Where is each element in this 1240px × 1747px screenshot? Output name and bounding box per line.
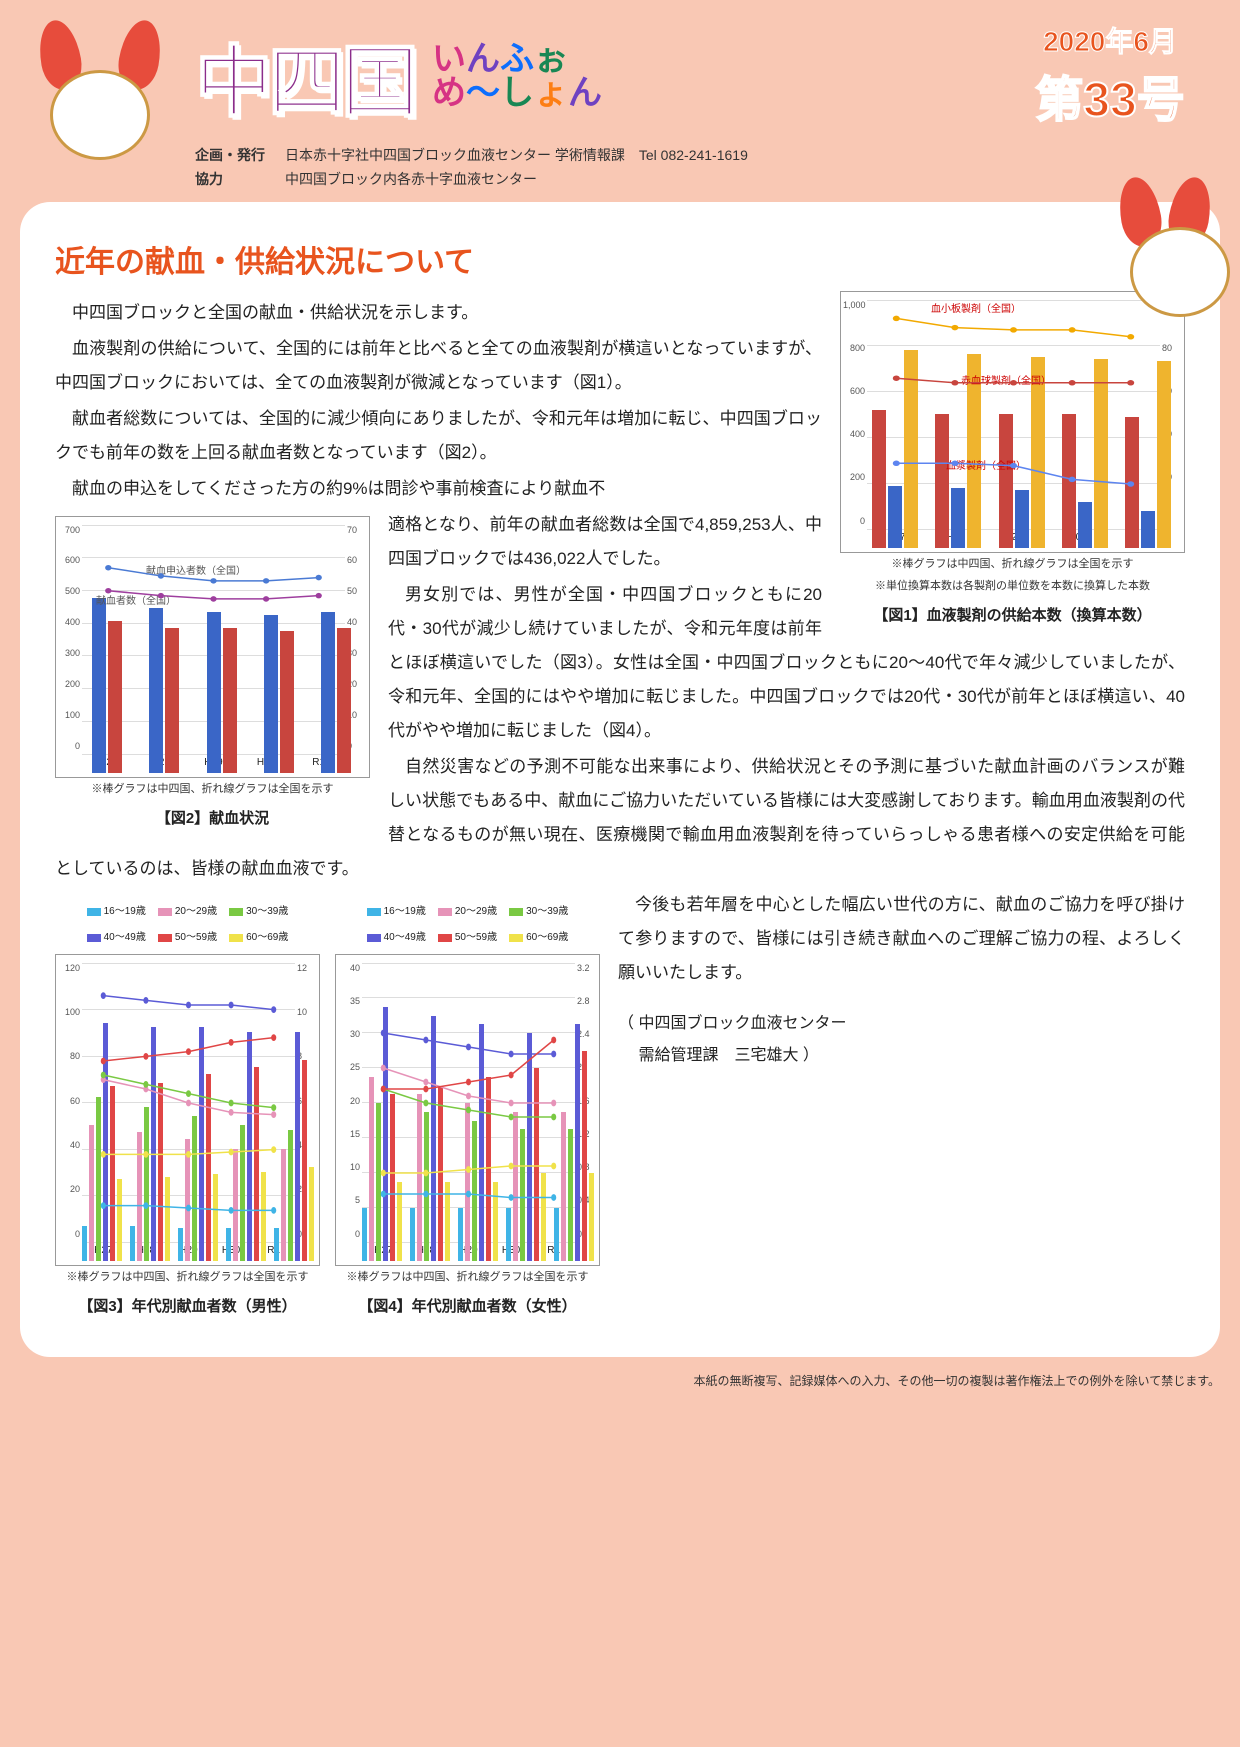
- plan-value: 日本赤十字社中四国ブロック血液センター 学術情報課 Tel 082-241-16…: [285, 144, 748, 168]
- chart-2: 全国（万人） 中四国（万人） 献血申込者数（全国） 献血者数（全国） 01002…: [55, 516, 370, 834]
- chart-1-footnote-1: ※棒グラフは中四国、折れ線グラフは全国を示す: [840, 553, 1185, 575]
- chart-3: 16〜19歳20〜29歳30〜39歳40〜49歳50〜59歳60〜69歳 全国（…: [55, 896, 320, 1322]
- credits: 企画・発行日本赤十字社中四国ブロック血液センター 学術情報課 Tel 082-2…: [195, 144, 985, 192]
- chart-3-footnote: ※棒グラフは中四国、折れ線グラフは全国を示す: [55, 1266, 320, 1288]
- footer-note: 本紙の無断複写、記録媒体への入力、その他一切の複製は著作権法上での例外を除いて禁…: [20, 1372, 1220, 1389]
- kana-line-2: め〜しょん: [432, 76, 602, 110]
- chart-4-footnote: ※棒グラフは中四国、折れ線グラフは全国を示す: [335, 1266, 600, 1288]
- chart-4-title: 【図4】年代別献血者数（女性）: [335, 1292, 600, 1322]
- coop-value: 中四国ブロック内各赤十字血液センター: [285, 168, 537, 192]
- article-card: 近年の献血・供給状況について 全国（万本） 中四国（万本） 血小板製剤（全国） …: [20, 202, 1220, 1357]
- issue-box: 2020年6月 第33号: [1000, 20, 1220, 130]
- article-heading: 近年の献血・供給状況について: [55, 237, 1185, 281]
- header: 中四国 いんふぉ め〜しょん 企画・発行日本赤十字社中四国ブロック血液センター …: [20, 20, 1220, 192]
- chart-1: 全国（万本） 中四国（万本） 血小板製剤（全国） 赤血球製剤（全国） 血漿製剤（…: [840, 291, 1185, 631]
- title-block: 中四国 いんふぉ め〜しょん 企画・発行日本赤十字社中四国ブロック血液センター …: [195, 20, 985, 192]
- plan-label: 企画・発行: [195, 144, 265, 168]
- kana-line-1: いんふぉ: [432, 42, 602, 76]
- issue-number: 第33号: [1000, 60, 1220, 130]
- mascot-left: [20, 20, 180, 180]
- article-body: 全国（万本） 中四国（万本） 血小板製剤（全国） 赤血球製剤（全国） 血漿製剤（…: [55, 296, 1185, 1322]
- chart-1-footnote-2: ※単位換算本数は各製剤の単位数を本数に換算した本数: [840, 575, 1185, 597]
- coop-label: 協力: [195, 168, 265, 192]
- mascot-right: [1100, 177, 1230, 307]
- chart-2-footnote: ※棒グラフは中四国、折れ線グラフは全国を示す: [55, 778, 370, 800]
- chart-1-title: 【図1】血液製剤の供給本数（換算本数）: [840, 601, 1185, 631]
- chart-3-title: 【図3】年代別献血者数（男性）: [55, 1292, 320, 1322]
- chart-2-title: 【図2】献血状況: [55, 804, 370, 834]
- charts-3-4-row: 16〜19歳20〜29歳30〜39歳40〜49歳50〜59歳60〜69歳 全国（…: [55, 896, 600, 1322]
- page: 中四国 いんふぉ め〜しょん 企画・発行日本赤十字社中四国ブロック血液センター …: [0, 0, 1240, 1409]
- kanji-title: 中四国: [195, 20, 414, 132]
- issue-date: 2020年6月: [1000, 20, 1220, 60]
- chart-4: 16〜19歳20〜29歳30〜39歳40〜49歳50〜59歳60〜69歳 全国（…: [335, 896, 600, 1322]
